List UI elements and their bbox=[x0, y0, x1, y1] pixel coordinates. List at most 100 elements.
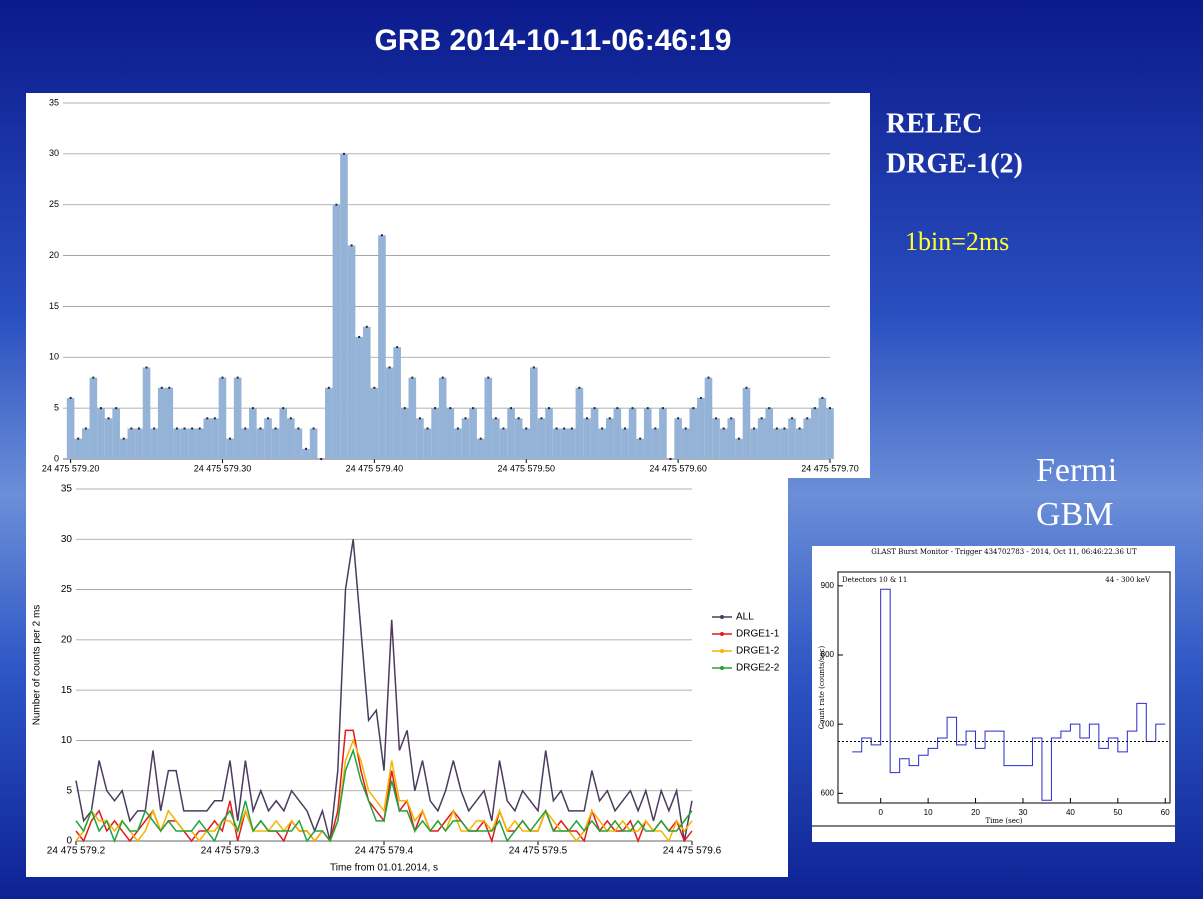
bar bbox=[287, 418, 295, 459]
bar bbox=[689, 408, 698, 459]
bar-top bbox=[289, 417, 292, 420]
bar-top bbox=[342, 152, 345, 155]
bar bbox=[643, 408, 652, 459]
bar-top bbox=[251, 407, 254, 410]
bar bbox=[81, 428, 90, 459]
bar bbox=[530, 367, 538, 459]
bar-top bbox=[350, 244, 353, 247]
bar bbox=[476, 438, 485, 459]
step-line bbox=[852, 588, 1166, 801]
legend-marker bbox=[720, 649, 724, 653]
bar bbox=[211, 418, 219, 459]
bar-top bbox=[532, 366, 535, 369]
line bbox=[75, 539, 693, 842]
bar bbox=[568, 428, 576, 459]
bar bbox=[575, 387, 584, 459]
bar bbox=[203, 418, 212, 459]
bar-top bbox=[145, 366, 148, 369]
bar-top bbox=[722, 427, 725, 430]
bar bbox=[340, 153, 348, 459]
bar-top bbox=[525, 427, 528, 430]
bar bbox=[66, 397, 75, 459]
bar-top bbox=[661, 407, 664, 410]
bar bbox=[112, 408, 120, 459]
x-tick-label: 60 bbox=[1161, 808, 1170, 817]
bar bbox=[598, 428, 606, 459]
y-tick-label: 800 bbox=[821, 650, 835, 659]
bar-top bbox=[798, 427, 801, 430]
bar-top bbox=[160, 386, 163, 389]
y-axis-label: Number of counts per 2 ms bbox=[32, 605, 43, 726]
bar-top bbox=[191, 427, 194, 430]
bar-top bbox=[441, 376, 444, 379]
bar bbox=[545, 408, 553, 459]
bar-top bbox=[396, 346, 399, 349]
bar-top bbox=[517, 417, 520, 420]
label: DRGE-1(2) bbox=[886, 148, 1023, 179]
bar-top bbox=[669, 458, 672, 460]
bar-top bbox=[472, 407, 475, 410]
bar-top bbox=[365, 325, 368, 328]
bar-top bbox=[244, 427, 247, 430]
bar bbox=[249, 408, 257, 459]
bar bbox=[104, 418, 113, 459]
bar-top bbox=[213, 417, 216, 420]
x-tick-label: 24 475 579.60 bbox=[649, 463, 707, 473]
y-tick-label: 600 bbox=[821, 788, 835, 797]
x-axis-label: Time from 01.01.2014, s bbox=[330, 863, 438, 874]
x-tick-label: 24 475 579.5 bbox=[509, 846, 568, 857]
label: GBM bbox=[1036, 496, 1113, 533]
bar-top bbox=[502, 427, 505, 430]
bar bbox=[97, 408, 105, 459]
annotation: Detectors 10 & 11 bbox=[842, 576, 907, 584]
bar-top bbox=[206, 417, 209, 420]
bar bbox=[613, 408, 622, 459]
bar-top bbox=[274, 427, 277, 430]
y-tick-label: 5 bbox=[54, 403, 59, 413]
bar-top bbox=[418, 417, 421, 420]
bar bbox=[454, 428, 462, 459]
legend-label: DRGE1-2 bbox=[736, 646, 780, 657]
bar-top bbox=[578, 386, 581, 389]
x-tick-label: 40 bbox=[1066, 808, 1075, 817]
bar-top bbox=[77, 437, 80, 440]
bar-top bbox=[320, 458, 323, 460]
bar bbox=[704, 377, 713, 459]
bar-top bbox=[464, 417, 467, 420]
annotation: 44 - 300 keV bbox=[1105, 576, 1151, 584]
bar-top bbox=[707, 376, 710, 379]
bar bbox=[780, 428, 789, 459]
bar bbox=[241, 428, 250, 459]
bar-top bbox=[449, 407, 452, 410]
bar bbox=[400, 408, 409, 459]
y-tick-label: 30 bbox=[49, 148, 59, 158]
bar-top bbox=[608, 417, 611, 420]
bar bbox=[681, 428, 690, 459]
y-tick-label: 25 bbox=[49, 199, 59, 209]
bar bbox=[188, 428, 196, 459]
bar-top bbox=[373, 386, 376, 389]
bar-top bbox=[282, 407, 285, 410]
bar bbox=[416, 418, 424, 459]
bar-top bbox=[829, 407, 831, 410]
bar bbox=[135, 428, 143, 459]
x-tick-label: 0 bbox=[878, 808, 883, 817]
legend-marker bbox=[720, 632, 724, 636]
bar bbox=[423, 428, 432, 459]
label: 1bin=2ms bbox=[905, 227, 1009, 256]
x-tick-label: 24 475 579.20 bbox=[42, 463, 100, 473]
y-tick-label: 10 bbox=[61, 735, 73, 746]
bar bbox=[264, 418, 272, 459]
x-tick-label: 24 475 579.4 bbox=[355, 846, 414, 857]
bar bbox=[484, 377, 493, 459]
bar-top bbox=[183, 427, 186, 430]
line bbox=[75, 748, 693, 844]
bar bbox=[765, 408, 774, 459]
bar-top bbox=[654, 427, 657, 430]
bar bbox=[385, 367, 394, 459]
bar-top bbox=[760, 417, 763, 420]
bar bbox=[218, 377, 227, 459]
bar-top bbox=[426, 427, 429, 430]
bar bbox=[431, 408, 439, 459]
